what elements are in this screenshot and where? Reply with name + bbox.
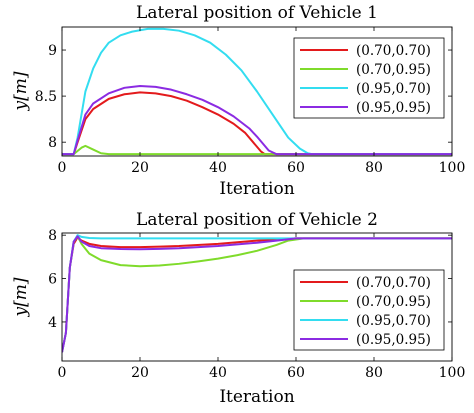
legend-box — [293, 269, 445, 351]
series-line-4 — [62, 84, 452, 156]
chart-vehicle-2: Lateral position of Vehicle 2 0 20 40 60 80 1… — [11, 210, 465, 407]
legend: (0.70,0.70) (0.70,0.95) (0.95,0.70) (0.95,0… — [293, 269, 445, 351]
legend-label: (0.95,0.70) — [356, 81, 431, 97]
y-tick-label: 4 — [48, 315, 57, 331]
y-axis-label: y[m] — [11, 71, 31, 111]
series-line-3 — [62, 27, 452, 156]
x-tick-label: 60 — [287, 160, 305, 176]
x-axis-label: Iteration — [219, 387, 294, 407]
x-tick-label: 80 — [365, 365, 383, 381]
x-tick-label: 40 — [209, 365, 227, 381]
x-tick-label: 80 — [365, 160, 383, 176]
y-tick-label: 8.5 — [35, 89, 57, 105]
x-tick-label: 60 — [287, 365, 305, 381]
legend-box — [293, 37, 445, 119]
series-layer — [62, 234, 452, 353]
y-tick-label: 8 — [48, 228, 57, 244]
x-tick-label: 20 — [131, 160, 149, 176]
series-layer — [62, 27, 452, 156]
x-tick-label: 40 — [209, 160, 227, 176]
ticks-layer: 0 20 40 60 80 100 8 8.5 9 — [35, 27, 466, 176]
x-tick-label: 100 — [439, 160, 466, 176]
legend: (0.70,0.70) (0.70,0.95) (0.95,0.70) (0.95,0… — [293, 37, 445, 119]
x-tick-label: 0 — [58, 160, 67, 176]
axes-box — [61, 26, 453, 157]
legend-label: (0.70,0.95) — [356, 62, 431, 78]
y-tick-label: 8 — [48, 135, 57, 151]
y-tick-label: 9 — [48, 43, 57, 59]
legend-label: (0.95,0.95) — [356, 100, 431, 116]
chart-vehicle-1: Lateral position of Vehicle 1 0 20 40 60 80 1… — [11, 3, 465, 199]
series-line-4 — [62, 235, 452, 353]
x-tick-label: 20 — [131, 365, 149, 381]
axes-box — [61, 232, 453, 362]
y-axis-label: y[m] — [11, 277, 31, 317]
chart-title: Lateral position of Vehicle 1 — [136, 3, 378, 23]
legend-label: (0.70,0.70) — [356, 43, 431, 59]
legend-label: (0.95,0.95) — [356, 332, 431, 348]
legend-label: (0.70,0.70) — [356, 275, 431, 291]
legend-label: (0.95,0.70) — [356, 313, 431, 329]
chart-title: Lateral position of Vehicle 2 — [136, 210, 378, 230]
x-axis-label: Iteration — [219, 179, 294, 199]
ticks-layer: 0 20 40 60 80 100 4 6 8 — [48, 228, 465, 381]
legend-label: (0.70,0.95) — [356, 294, 431, 310]
x-tick-label: 0 — [58, 365, 67, 381]
y-tick-label: 6 — [48, 272, 57, 288]
series-line-1 — [62, 91, 452, 156]
x-tick-label: 100 — [439, 365, 466, 381]
